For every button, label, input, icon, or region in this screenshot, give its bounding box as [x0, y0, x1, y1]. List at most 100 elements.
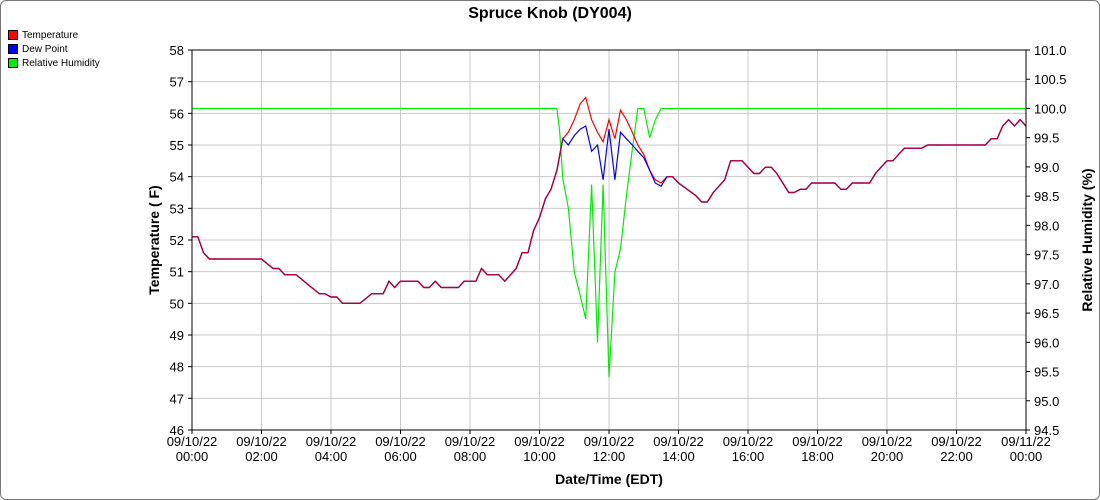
y2-tick-label: 98.5	[1034, 189, 1059, 204]
series-overlap-segment	[498, 274, 506, 282]
series-overlap-segment	[892, 154, 899, 162]
series-overlap-segment	[556, 138, 564, 171]
series-overlap-segment	[1019, 119, 1027, 127]
series-overlap-segment	[845, 182, 853, 190]
y-axis-left: 46 47 48 49 50 51 52 53 54 55 56 57 58	[170, 43, 192, 438]
series-overlap-segment	[1008, 119, 1016, 127]
series-overlap-segment	[921, 144, 928, 149]
x-tick-label-time: 12:00	[593, 449, 626, 464]
y-tick-label: 48	[170, 360, 184, 375]
x-tick-label-date: 09/11/22	[1001, 434, 1051, 449]
series-overlap-segment	[295, 274, 309, 285]
series-overlap-segment	[996, 125, 1004, 139]
series-overlap-segment	[747, 166, 755, 174]
x-tick-label-date: 09/10/22	[236, 434, 287, 449]
y-tick-label: 56	[170, 106, 184, 121]
legend-swatch-temperature	[8, 30, 18, 40]
y2-tick-label: 101.0	[1034, 43, 1067, 58]
series-overlap-segment	[382, 280, 390, 295]
series-overlap-segment	[805, 182, 813, 190]
y2-tick-label: 100.0	[1034, 101, 1067, 116]
y2-tick-label: 95.0	[1034, 394, 1059, 409]
series-overlap-segment	[880, 160, 888, 168]
x-tick-label-time: 16:00	[732, 449, 765, 464]
series-overlap-segment	[544, 189, 552, 200]
chart-title: Spruce Knob (DY004)	[468, 5, 632, 22]
series-overlap-segment	[324, 293, 332, 298]
y2-tick-label: 96.0	[1034, 335, 1059, 350]
series-overlap-segment	[504, 268, 517, 282]
series-overlap-segment	[834, 182, 842, 190]
x-tick-label-date: 09/10/22	[653, 434, 704, 449]
series-overlap-segment	[672, 176, 679, 184]
series-overlap-segment	[359, 293, 373, 304]
series-overlap-segment	[533, 217, 541, 231]
series-overlap-segment	[741, 160, 749, 168]
y2-tick-label: 95.5	[1034, 365, 1059, 380]
series-overlap-segment	[1014, 119, 1021, 127]
series-overlap-segment	[458, 280, 465, 288]
series-overlap-segment	[394, 280, 401, 288]
legend-label-dew-point: Dew Point	[22, 43, 68, 55]
y-tick-label: 58	[170, 43, 184, 58]
x-tick-label-time: 00:00	[1010, 449, 1043, 464]
y2-tick-label: 99.0	[1034, 160, 1059, 175]
x-tick-label-time: 18:00	[801, 449, 834, 464]
legend-item-temperature: Temperature	[8, 28, 100, 42]
series-overlap-segment	[695, 195, 703, 203]
x-tick-label-time: 06:00	[384, 449, 417, 464]
series-overlap-segment	[417, 280, 425, 288]
series-overlap-segment	[1002, 119, 1010, 127]
x-tick-label-date: 09/10/22	[445, 434, 496, 449]
series-overlap-segment	[428, 280, 436, 288]
x-axis: 09/10/2200:0009/10/2202:0009/10/2204:000…	[167, 430, 1051, 464]
series-overlap-segment	[480, 268, 488, 276]
series-overlap-segment	[782, 182, 790, 193]
y-axis-title-left: Temperature ( F)	[146, 185, 162, 294]
y-tick-label: 51	[170, 265, 184, 280]
y2-tick-label: 94.5	[1034, 423, 1059, 438]
series-overlap-segment	[712, 179, 726, 193]
y2-tick-label: 97.5	[1034, 248, 1059, 263]
series-layer	[192, 96, 1027, 378]
y-tick-label: 54	[170, 170, 184, 185]
legend-item-dew-point: Dew Point	[8, 42, 100, 56]
x-tick-label-date: 09/10/22	[375, 434, 426, 449]
y-tick-label: 50	[170, 296, 184, 311]
legend-label-temperature: Temperature	[22, 29, 79, 41]
series-overlap-segment	[336, 296, 343, 304]
x-tick-label-date: 09/10/22	[723, 434, 774, 449]
series-overlap-segment	[515, 252, 523, 269]
series-overlap-segment	[538, 198, 547, 219]
series-overlap-segment	[706, 192, 714, 203]
legend-item-relative-humidity: Relative Humidity	[8, 56, 100, 70]
legend-swatch-dew-point	[8, 44, 18, 54]
y-axis-title-right: Relative Humidity (%)	[1079, 168, 1095, 311]
series-overlap-segment	[197, 236, 205, 253]
series-overlap-segment	[897, 147, 905, 155]
series-overlap-segment	[475, 268, 483, 282]
y2-tick-label: 99.5	[1034, 131, 1059, 146]
x-tick-label-time: 02:00	[245, 449, 278, 464]
legend-swatch-relative-humidity	[8, 58, 18, 68]
series-overlap-segment	[875, 166, 882, 174]
series-overlap-segment	[678, 182, 697, 197]
x-tick-label-date: 09/10/22	[514, 434, 565, 449]
series-overlap-segment	[261, 258, 274, 270]
series-overlap-segment	[770, 166, 778, 174]
x-tick-label-time: 22:00	[940, 449, 973, 464]
y-tick-label: 57	[170, 75, 184, 90]
y-tick-label: 55	[170, 138, 184, 153]
y2-tick-label: 96.5	[1034, 306, 1059, 321]
series-overlap-segment	[434, 280, 442, 288]
series-overlap-segment	[984, 138, 992, 146]
series-overlap-segment	[869, 173, 877, 184]
legend: Temperature Dew Point Relative Humidity	[8, 28, 100, 70]
series-overlap-segment	[202, 252, 210, 260]
x-tick-label-time: 04:00	[315, 449, 348, 464]
y-axis-right: 94.5 95.0 95.5 96.0 96.5 97.0 97.5 98.0 98.5 99.0…	[1026, 43, 1067, 438]
x-tick-label-time: 00:00	[176, 449, 209, 464]
y-tick-label: 47	[170, 391, 184, 406]
x-axis-title: Date/Time (EDT)	[555, 471, 663, 487]
